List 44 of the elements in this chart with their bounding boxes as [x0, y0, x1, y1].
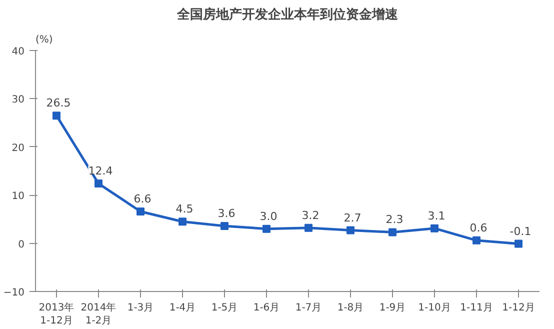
- point: [304, 224, 312, 232]
- point: [136, 207, 144, 216]
- point: [52, 112, 60, 120]
- data-label: 2.7: [344, 211, 362, 224]
- x-tick-label: 1-4月: [169, 302, 196, 314]
- x-tick-label: 1-5月: [211, 302, 238, 314]
- point: [514, 240, 522, 248]
- point: [388, 228, 396, 236]
- data-label: 3.1: [428, 209, 446, 222]
- point: [94, 180, 102, 188]
- y-tick-label: 10: [12, 191, 25, 202]
- y-tick-label: 20: [12, 142, 25, 154]
- point: [178, 218, 186, 226]
- data-label: 6.6: [134, 192, 152, 206]
- x-tick-label: 1-12月: [502, 302, 535, 314]
- data-label: 2.3: [386, 213, 404, 226]
- x-tick-label: 1-3月: [127, 302, 154, 314]
- point: [430, 224, 438, 232]
- x-tick-label: 1-10月: [418, 302, 451, 314]
- data-label: 3.6: [218, 206, 236, 220]
- point: [262, 224, 270, 233]
- x-tick-label: 1-11月: [460, 302, 493, 314]
- data-label: 3.0: [260, 210, 278, 223]
- x-tick-label: 1-8月: [337, 302, 364, 314]
- data-label: 12.4: [88, 164, 113, 178]
- point: [220, 222, 228, 230]
- x-tick-label: 2013年 1-12月: [38, 302, 74, 327]
- x-tick-label: 2014年 1-2月: [80, 302, 116, 327]
- y-tick-label: −10: [3, 288, 25, 298]
- data-label: 3.2: [302, 208, 320, 222]
- point: [472, 236, 480, 244]
- x-tick-label: 1-9月: [379, 302, 406, 314]
- point: [346, 226, 354, 234]
- x-tick-label: 1-6月: [253, 302, 280, 314]
- data-label: 26.5: [46, 96, 71, 110]
- chart-title: 全国房地产开发企业本年到位资金增速: [176, 6, 399, 22]
- y-axis-title: (%): [36, 34, 53, 46]
- data-label: 4.5: [176, 202, 194, 216]
- y-tick-label: 40: [12, 46, 25, 58]
- data-label: 0.6: [470, 221, 488, 234]
- y-tick-label: 0: [18, 239, 25, 250]
- x-tick-label: 1-7月: [295, 302, 322, 314]
- y-tick-label: 30: [12, 94, 25, 106]
- data-label: -0.1: [510, 224, 532, 238]
